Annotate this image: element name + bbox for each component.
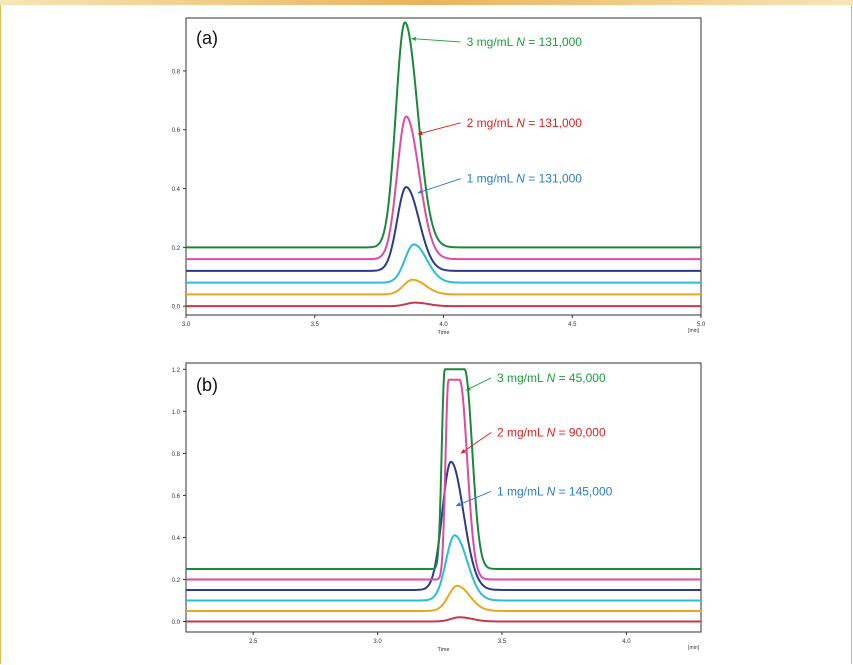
annotation-text: 1 mg/mL N = 145,000	[497, 484, 613, 498]
annotation-text: 2 mg/mL N = 90,000	[497, 426, 606, 440]
x-tick-label: 4.0	[439, 322, 448, 328]
series-line	[185, 21, 702, 249]
chromatogram-a: 0.0 0.2 0.4 0.6 0.8 3.0 3.5 4.0 4.5 5.0 Time [min] (…	[172, 17, 706, 336]
annotation-arrow	[460, 432, 492, 454]
chromatogram-b: 0.0 0.2 0.4 0.6 0.8 1.0 1.2 2.5 3.0 3.5 4.0 Time [mi…	[172, 362, 702, 653]
annotation-arrowhead	[460, 449, 466, 454]
annotation-arrow	[417, 178, 461, 194]
series-line	[185, 243, 702, 284]
y-tick-label: 0.6	[172, 128, 181, 134]
series-line	[185, 301, 702, 308]
x-axis-label: Time	[437, 647, 449, 653]
x-tick-label: 2.5	[249, 639, 258, 645]
x-axis-label: Time	[437, 330, 449, 336]
annotation-arrowhead	[411, 36, 416, 42]
annotation-arrow	[411, 38, 461, 43]
y-tick-label: 0.6	[172, 494, 181, 500]
series-line	[185, 378, 702, 581]
annotation-arrowhead	[417, 189, 423, 194]
series-line	[185, 616, 702, 623]
annotation-arrow	[417, 122, 461, 135]
x-tick-label: 5.0	[697, 322, 706, 328]
x-tick-label: 3.5	[311, 322, 320, 328]
x-tick-label: 3.5	[498, 639, 507, 645]
annotation-arrow	[465, 377, 492, 391]
annotation-arrow	[455, 490, 492, 507]
y-tick-label: 0.8	[172, 69, 181, 75]
series-line	[185, 278, 702, 296]
x-tick-label: 3.0	[373, 639, 382, 645]
x-tick-label: 4.0	[622, 639, 631, 645]
x-axis-unit: [min]	[688, 328, 699, 334]
panel-label: (b)	[196, 375, 218, 395]
series-line	[185, 186, 702, 272]
y-tick-label: 0.0	[172, 620, 181, 626]
series-line	[185, 115, 702, 261]
y-tick-label: 1.2	[172, 368, 181, 374]
annotation-text: 1 mg/mL N = 131,000	[467, 172, 583, 186]
y-tick-label: 0.0	[172, 305, 181, 311]
x-tick-label: 3.0	[182, 322, 191, 328]
x-axis-unit: [min]	[688, 645, 699, 651]
figure-frame	[0, 5, 852, 664]
series-line	[185, 368, 702, 570]
y-tick-label: 0.4	[172, 536, 181, 542]
annotation-text: 2 mg/mL N = 131,000	[467, 116, 583, 130]
annotation-arrowhead	[417, 130, 423, 136]
y-tick-label: 0.2	[172, 578, 181, 584]
y-tick-label: 0.4	[172, 187, 181, 193]
header-accent-bar	[0, 0, 853, 5]
annotation-text: 3 mg/mL N = 131,000	[467, 35, 583, 49]
series-line	[185, 584, 702, 612]
annotation-arrowhead	[455, 502, 461, 507]
annotation-text: 3 mg/mL N = 45,000	[497, 371, 606, 385]
y-tick-label: 1.0	[172, 410, 181, 416]
annotation-arrowhead	[465, 386, 471, 391]
series-line	[185, 534, 702, 602]
x-tick-label: 4.5	[568, 322, 577, 328]
panel-label: (a)	[196, 28, 218, 48]
y-tick-label: 0.8	[172, 452, 181, 458]
y-tick-label: 0.2	[172, 246, 181, 252]
